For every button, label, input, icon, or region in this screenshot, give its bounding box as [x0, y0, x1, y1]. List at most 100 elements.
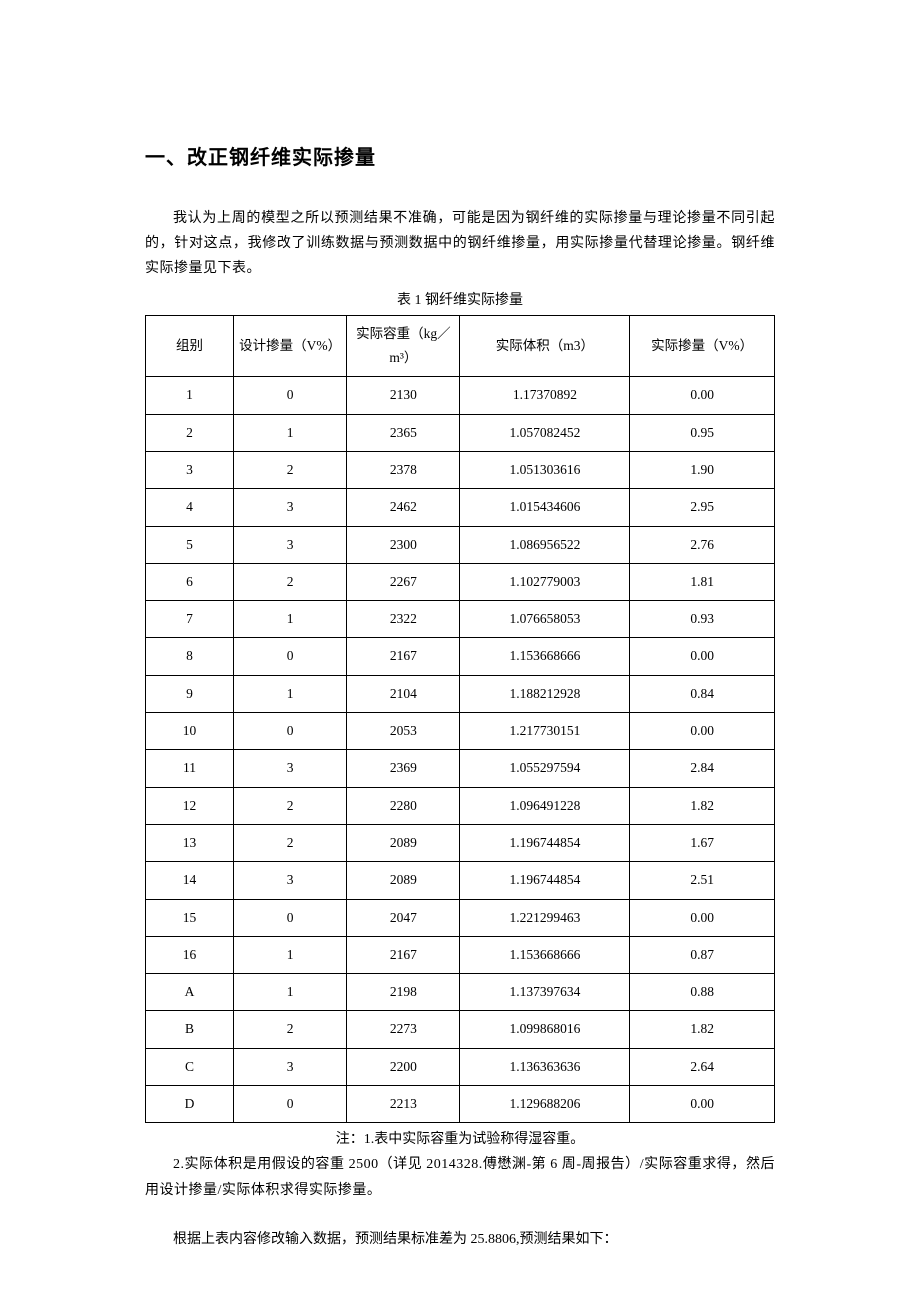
table-cell: 3 — [234, 526, 347, 563]
table-cell: 2300 — [347, 526, 460, 563]
table-cell: 2104 — [347, 675, 460, 712]
table-cell: 1.051303616 — [460, 451, 630, 488]
table-cell: 1.099868016 — [460, 1011, 630, 1048]
table-cell: 0 — [234, 899, 347, 936]
table-cell: 2.95 — [630, 489, 775, 526]
table-cell: 2167 — [347, 638, 460, 675]
table-cell: 0 — [234, 1085, 347, 1122]
table-cell: 2.76 — [630, 526, 775, 563]
table-cell: 2 — [234, 787, 347, 824]
table-cell: 1 — [234, 414, 347, 451]
table-cell: 1.81 — [630, 563, 775, 600]
table-cell: 1 — [234, 974, 347, 1011]
table-cell: 16 — [146, 936, 234, 973]
table-cell: 1.015434606 — [460, 489, 630, 526]
table-row: 13220891.1967448541.67 — [146, 824, 775, 861]
table-row: 1021301.173708920.00 — [146, 377, 775, 414]
table-cell: 2 — [234, 824, 347, 861]
table-cell: 0.00 — [630, 899, 775, 936]
table-cell: 0 — [234, 638, 347, 675]
table-row: 16121671.1536686660.87 — [146, 936, 775, 973]
table-cell: 2089 — [347, 824, 460, 861]
table-cell: 1.196744854 — [460, 862, 630, 899]
table-cell: 3 — [146, 451, 234, 488]
table-cell: 2213 — [347, 1085, 460, 1122]
table-cell: 1 — [234, 936, 347, 973]
table-cell: 2378 — [347, 451, 460, 488]
table-row: 15020471.2212994630.00 — [146, 899, 775, 936]
table-cell: 2167 — [347, 936, 460, 973]
table-cell: 1.153668666 — [460, 638, 630, 675]
table-cell: D — [146, 1085, 234, 1122]
table-row: 12222801.0964912281.82 — [146, 787, 775, 824]
table-row: B222731.0998680161.82 — [146, 1011, 775, 1048]
table-note-2: 2.实际体积是用假设的容重 2500（详见 2014328.傅懋渊-第 6 周-… — [145, 1152, 775, 1202]
col-header-group: 组别 — [146, 315, 234, 377]
table-cell: 1.196744854 — [460, 824, 630, 861]
table-row: A121981.1373976340.88 — [146, 974, 775, 1011]
table-cell: 0.00 — [630, 377, 775, 414]
table-cell: 1 — [234, 675, 347, 712]
table-cell: 3 — [234, 750, 347, 787]
table-cell: 2462 — [347, 489, 460, 526]
table-cell: 13 — [146, 824, 234, 861]
table-row: 5323001.0869565222.76 — [146, 526, 775, 563]
table-row: 10020531.2177301510.00 — [146, 713, 775, 750]
table-row: 3223781.0513036161.90 — [146, 451, 775, 488]
table-cell: 0.00 — [630, 638, 775, 675]
table-cell: 2130 — [347, 377, 460, 414]
table-cell: 10 — [146, 713, 234, 750]
table-cell: 1.82 — [630, 787, 775, 824]
table-cell: 4 — [146, 489, 234, 526]
table-cell: 2 — [234, 563, 347, 600]
table-cell: 8 — [146, 638, 234, 675]
table-body: 1021301.173708920.002123651.0570824520.9… — [146, 377, 775, 1123]
table-cell: 2267 — [347, 563, 460, 600]
table-cell: 1 — [234, 601, 347, 638]
col-header-actual-content: 实际掺量（V%） — [630, 315, 775, 377]
table-cell: 0 — [234, 713, 347, 750]
table-row: 14320891.1967448542.51 — [146, 862, 775, 899]
table-cell: 1.153668666 — [460, 936, 630, 973]
table-cell: 1 — [146, 377, 234, 414]
table-cell: 1.137397634 — [460, 974, 630, 1011]
table-caption: 表 1 钢纤维实际掺量 — [145, 288, 775, 313]
table-cell: 14 — [146, 862, 234, 899]
table-cell: 0.00 — [630, 713, 775, 750]
table-row: 2123651.0570824520.95 — [146, 414, 775, 451]
table-cell: 1.096491228 — [460, 787, 630, 824]
table-cell: 2.84 — [630, 750, 775, 787]
table-cell: 1.076658053 — [460, 601, 630, 638]
intro-paragraph: 我认为上周的模型之所以预测结果不准确，可能是因为钢纤维的实际掺量与理论掺量不同引… — [145, 206, 775, 282]
table-row: 8021671.1536686660.00 — [146, 638, 775, 675]
table-cell: 2322 — [347, 601, 460, 638]
table-cell: 2.64 — [630, 1048, 775, 1085]
table-cell: 2369 — [347, 750, 460, 787]
table-cell: 2365 — [347, 414, 460, 451]
table-cell: 15 — [146, 899, 234, 936]
table-cell: 1.102779003 — [460, 563, 630, 600]
table-cell: 1.055297594 — [460, 750, 630, 787]
table-cell: 1.057082452 — [460, 414, 630, 451]
table-cell: 1.82 — [630, 1011, 775, 1048]
table-cell: 3 — [234, 1048, 347, 1085]
table-cell: 2 — [234, 451, 347, 488]
table-row: D022131.1296882060.00 — [146, 1085, 775, 1122]
table-cell: 2 — [146, 414, 234, 451]
table-note-1: 注：1.表中实际容重为试验称得湿容重。 — [145, 1127, 775, 1152]
table-header-row: 组别 设计掺量（V%） 实际容重（kg／m³） 实际体积（m3） 实际掺量（V%… — [146, 315, 775, 377]
table-cell: 1.67 — [630, 824, 775, 861]
table-row: 11323691.0552975942.84 — [146, 750, 775, 787]
table-row: 4324621.0154346062.95 — [146, 489, 775, 526]
table-cell: 0.88 — [630, 974, 775, 1011]
table-cell: 1.221299463 — [460, 899, 630, 936]
col-header-actual-density: 实际容重（kg／m³） — [347, 315, 460, 377]
table-cell: 0 — [234, 377, 347, 414]
table-cell: 11 — [146, 750, 234, 787]
table-cell: 2047 — [347, 899, 460, 936]
table-cell: 2089 — [347, 862, 460, 899]
table-row: 6222671.1027790031.81 — [146, 563, 775, 600]
table-cell: 3 — [234, 489, 347, 526]
table-cell: 6 — [146, 563, 234, 600]
table-cell: 3 — [234, 862, 347, 899]
